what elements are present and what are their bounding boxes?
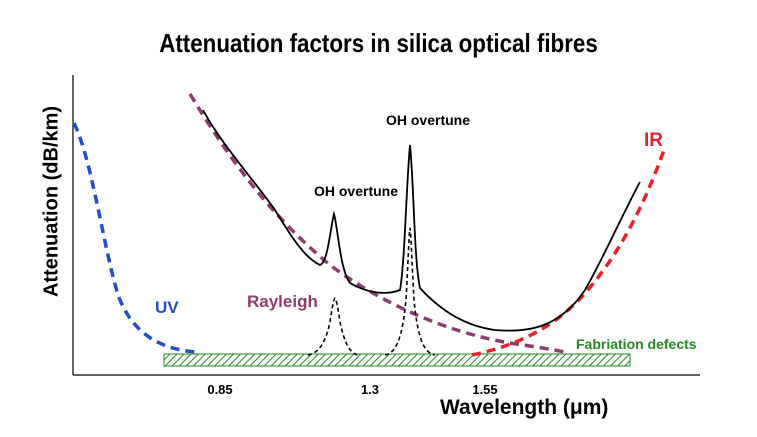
x-axis-label: Wavelength (μm) [440,396,609,419]
x-tick-label-155: 1.55 [472,382,497,397]
ir-label: IR [644,130,663,151]
fabrication-defects-band [163,353,631,367]
oh-peak-1-curve [307,297,359,356]
oh-overtune-label-1: OH overtune [314,183,398,199]
x-tick-label-085: 0.85 [207,382,232,397]
rayleigh-label: Rayleigh [247,292,318,311]
x-tick-label-13: 1.3 [361,382,379,397]
oh-peak-2-curve [384,227,436,356]
chart-title: Attenuation factors in silica optical fi… [159,28,598,58]
uv-label: UV [155,298,179,317]
fabrication-defects-label: Fabriation defects [576,336,697,352]
ir-curve [471,149,666,357]
uv-curve [72,122,199,354]
rayleigh-curve [188,93,566,354]
oh-overtune-label-2: OH overtune [386,112,470,128]
total-attenuation-curve [202,109,641,332]
